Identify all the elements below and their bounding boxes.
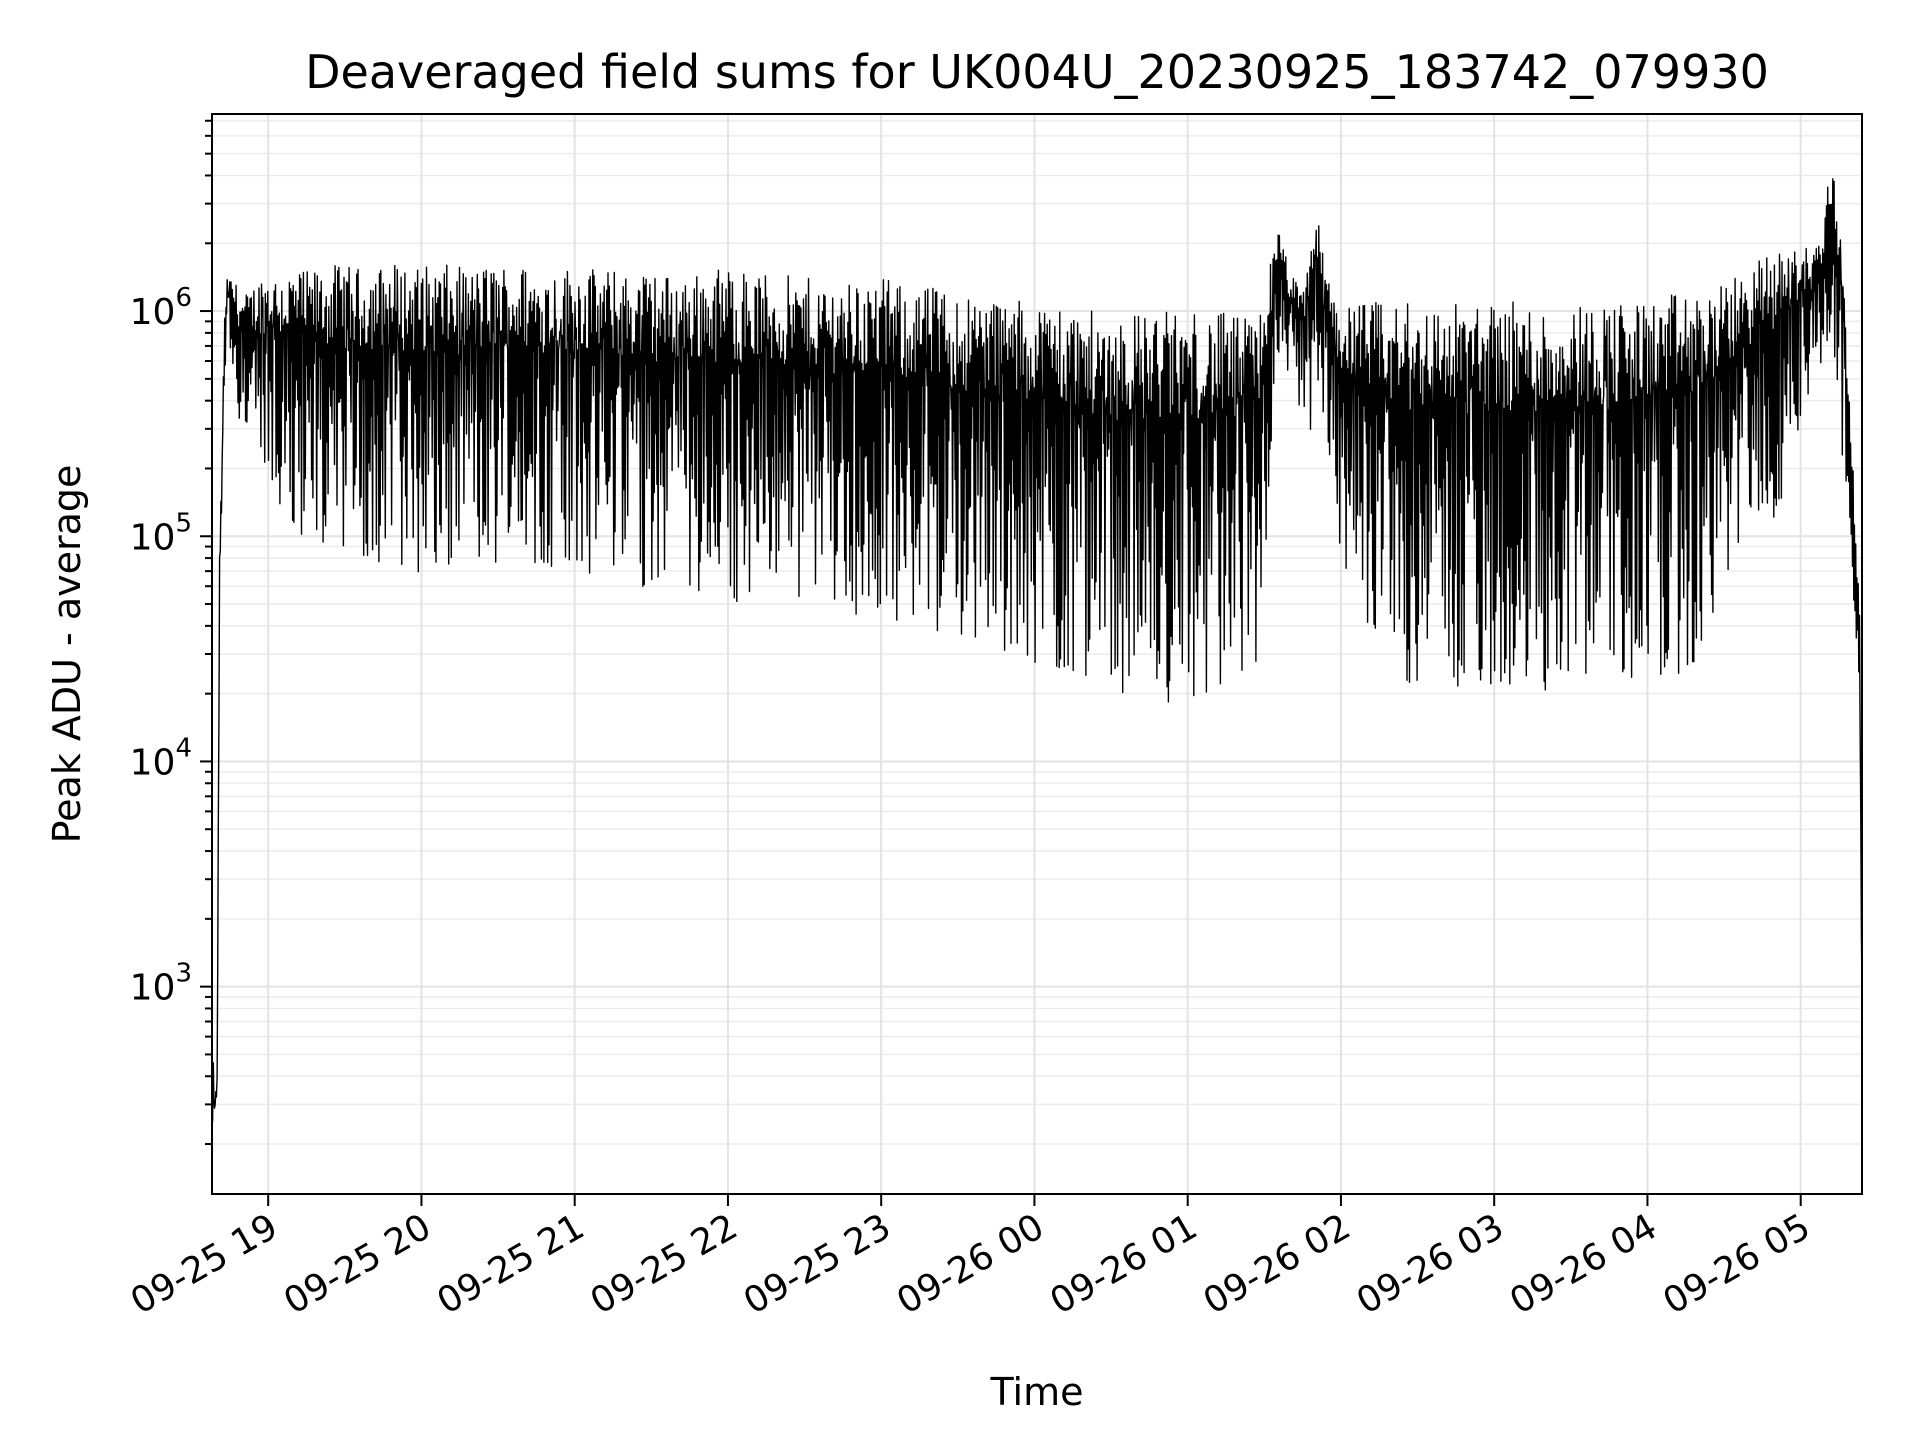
y-tick-label: 105 <box>130 508 192 558</box>
y-tick-label: 104 <box>130 733 192 783</box>
series-line <box>211 178 1863 1123</box>
y-axis-label: Peak ADU - average <box>45 465 89 844</box>
chart-title: Deaveraged field sums for UK004U_2023092… <box>305 45 1769 99</box>
y-tick-label: 103 <box>130 959 192 1009</box>
y-tick-label: 106 <box>130 283 192 333</box>
y-axis: 103 104 105 106 <box>130 119 212 1146</box>
x-axis-label: Time <box>990 1370 1084 1414</box>
minor-gridlines <box>212 119 1862 1145</box>
